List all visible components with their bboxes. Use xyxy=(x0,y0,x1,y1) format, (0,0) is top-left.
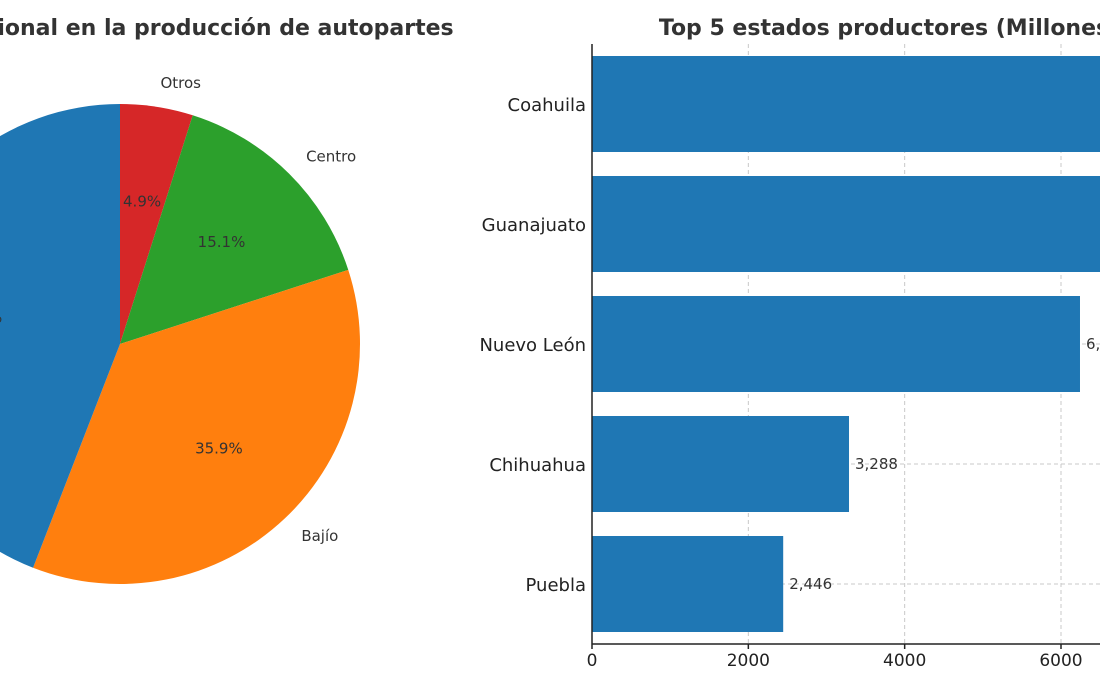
bar-category-label-chihuahua: Chihuahua xyxy=(489,455,586,476)
pie-label-bajio: Bajío xyxy=(301,527,338,545)
bar-puebla xyxy=(592,536,784,632)
pie-slice-centro xyxy=(120,115,349,344)
x-tick-label: 4000 xyxy=(883,651,926,671)
bar-value-label-puebla: 2,446 xyxy=(789,575,832,593)
pie-chart-title: Participación regional en la producción … xyxy=(0,16,454,41)
x-tick-label: 0 xyxy=(587,651,598,671)
bar-chart-title: Top 5 estados productores (Millones de U… xyxy=(659,16,1100,41)
bar-category-label-nuevo-leon: Nuevo León xyxy=(479,335,586,356)
bar-chart-x-ticks: 02000400060008000 xyxy=(587,644,1083,671)
pie-label-otros: Otros xyxy=(160,74,201,92)
pie-pct-otros: 4.9% xyxy=(123,193,161,211)
bar-nuevo-leon xyxy=(592,296,1080,392)
bar-value-label-chihuahua: 3,288 xyxy=(855,455,898,473)
pie-pct-norte: 44.1% xyxy=(0,308,2,326)
pie-pct-centro: 15.1% xyxy=(198,233,246,251)
pie-label-centro: Centro xyxy=(306,148,356,166)
bar-chart-axes xyxy=(591,44,1100,645)
pie-pct-bajio: 35.9% xyxy=(195,440,243,458)
bar-chart-categories: Coahuila Guanajuato Nuevo León Chihuahua Pue… xyxy=(479,95,586,596)
bar-category-label-coahuila: Coahuila xyxy=(508,95,586,116)
bar-category-label-puebla: Puebla xyxy=(526,575,586,596)
bar-value-label-nuevo-leon: 6,243 xyxy=(1086,335,1100,353)
bar-coahuila xyxy=(592,56,1100,152)
bar-category-label-guanajuato: Guanajuato xyxy=(482,215,586,236)
pie-slice-otros xyxy=(120,104,193,344)
pie-slice-bajio xyxy=(33,269,361,584)
x-tick-label: 6000 xyxy=(1039,651,1082,671)
pie-slice-norte xyxy=(0,104,120,568)
x-tick-label: 2000 xyxy=(727,651,770,671)
bar-guanajuato xyxy=(592,176,1100,272)
bar-chihuahua xyxy=(592,416,850,512)
